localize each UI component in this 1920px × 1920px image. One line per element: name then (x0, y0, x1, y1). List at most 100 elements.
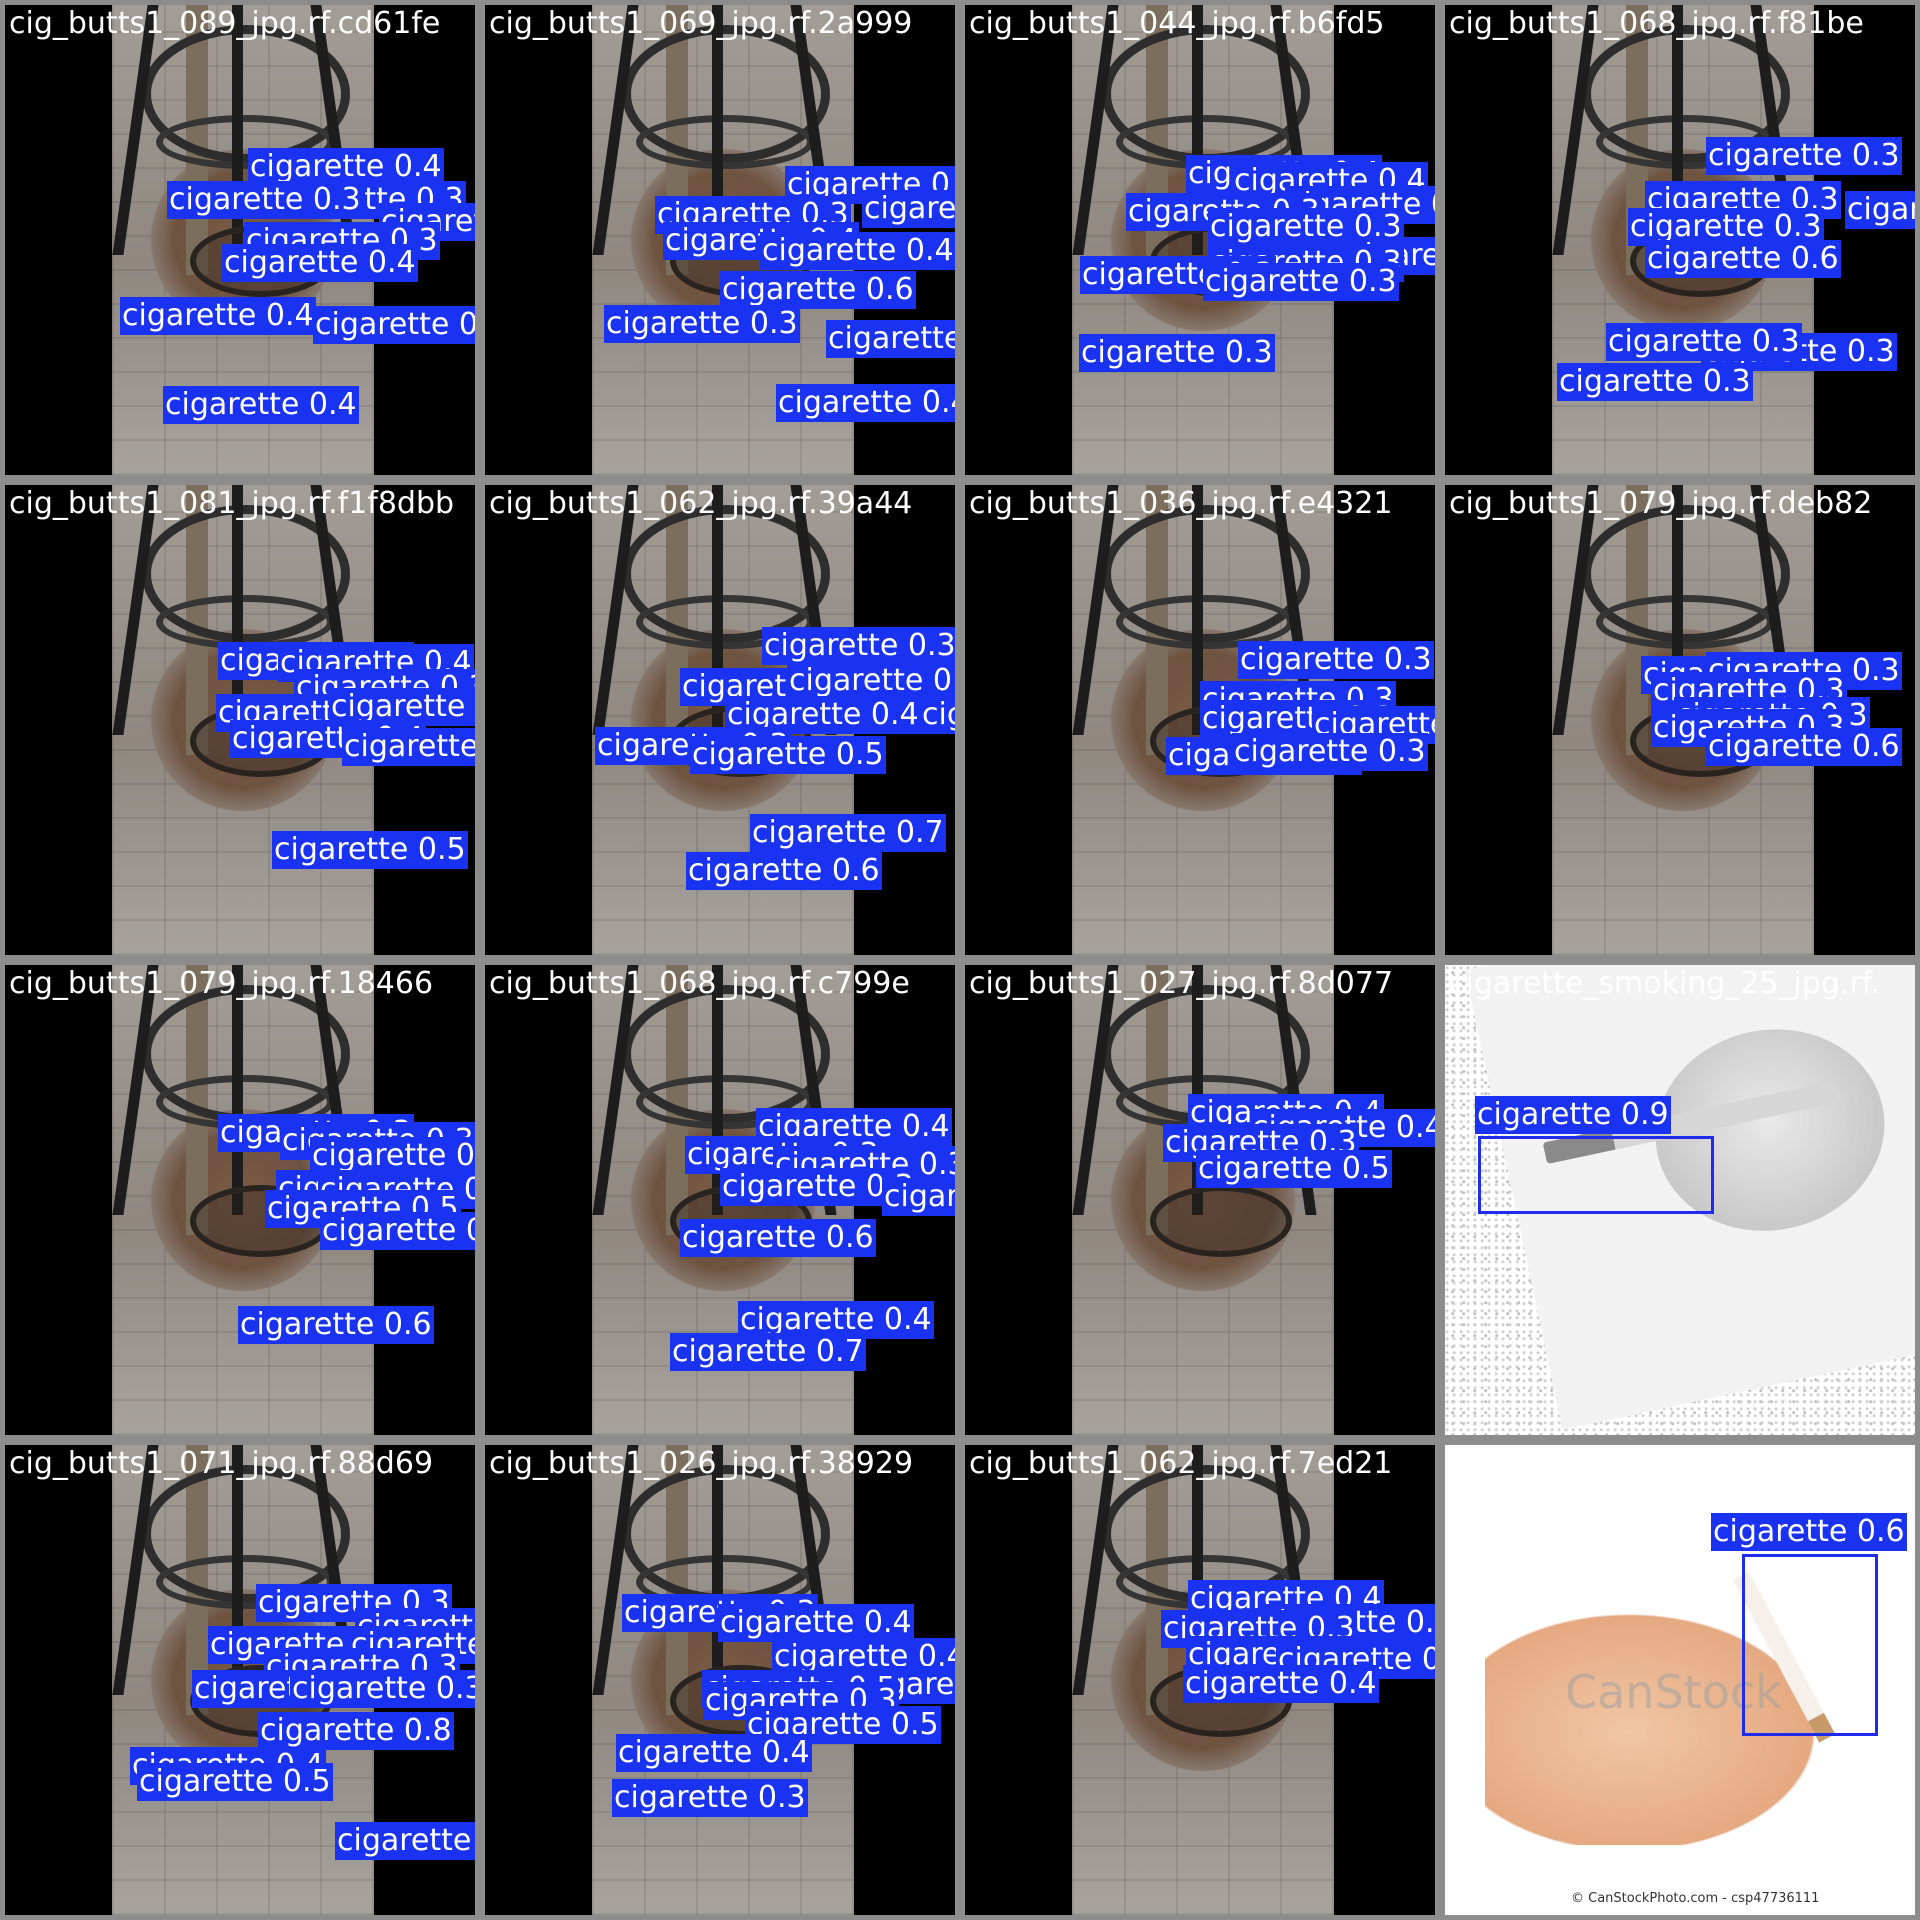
detection-label: cigarette 0.4 (738, 1301, 934, 1339)
image-tile: cig_butts1_089_jpg.rf.cd61fe cigarette 0.… (5, 5, 475, 475)
tree-guard-pole (1672, 485, 1683, 735)
detection-label: cigarette 0.3 (256, 1584, 452, 1622)
tree-guard-pole (1072, 965, 1119, 1215)
tree-guard-pole (1192, 485, 1203, 735)
detection-label: cigarette 0.3 (762, 627, 955, 665)
hand (1485, 1595, 1845, 1845)
hand-photo: CanStock © CanStockPhoto.com - csp4773611… (1445, 1445, 1915, 1915)
image-tile: cig_butts1_036_jpg.rf.e4321 cigarette 0.3… (965, 485, 1435, 955)
tree-guard-pole (712, 1445, 723, 1695)
image-tile: cig_butts1_044_jpg.rf.b6fd5 cigarette 0.4… (965, 5, 1435, 475)
drain-grate (1150, 1185, 1292, 1257)
tree-guard-pole (1192, 965, 1203, 1215)
detection-label: cigarette 0.9 (1475, 1096, 1671, 1134)
detection-label: cigarette 0.6 (686, 852, 882, 890)
detection-label: cigarette 0.7 (826, 320, 955, 358)
detection-label: cigarette 0.5 (1196, 1150, 1392, 1188)
detection-label: cigarette 0.3 (1203, 263, 1399, 301)
tree-guard-pole (592, 1445, 639, 1695)
detection-label: cigarette 0.6 (342, 728, 475, 766)
detection-label: cigarette 0.4 (718, 1604, 914, 1642)
detection-label: cigarette 0.3 (862, 190, 955, 228)
image-tile: cig_butts1_071_jpg.rf.88d69 cigarette 0.3… (5, 1445, 475, 1915)
detection-label: cigarette 0.8 (258, 1712, 454, 1750)
image-tile: cig_butts1_081_jpg.rf.f1f8dbb cigarette 0… (5, 485, 475, 955)
detection-label: cigarette 0.4 (329, 688, 475, 726)
image-tile: cig_butts1_062_jpg.rf.7ed21 cigarette 0.4… (965, 1445, 1435, 1915)
detection-label: cigarette 0.7 (320, 1212, 475, 1250)
tree-guard-lower-ring (1596, 595, 1774, 649)
detection-label: cigarette 0.3 (167, 181, 363, 219)
image-tile: cigarette_smoking_25_jpg.rf. cigarette 0.… (1445, 965, 1915, 1435)
tree-guard-pole (232, 965, 243, 1215)
photo-credit: © CanStockPhoto.com - csp47736111 (1571, 1891, 1820, 1906)
detection-label: cigarette 0.3 (604, 305, 800, 343)
detection-label: cigarette 0.3 (290, 1670, 475, 1708)
tree-guard-pole (1192, 1445, 1203, 1695)
detection-label: cigarette 0.4 (248, 148, 444, 186)
detection-label: cigarette 0.3 (1238, 641, 1434, 679)
tree-guard-lower-ring (636, 115, 814, 169)
image-tile: cig_butts1_027_jpg.rf.8d077cigarette 0.4… (965, 965, 1435, 1435)
tree-guard-lower-ring (156, 595, 334, 649)
image-tile: cig_butts1_068_jpg.rf.c799e cigarette 0.4… (485, 965, 955, 1435)
detection-label: cigarette 0.3 (612, 1779, 808, 1817)
image-tile: CanStock © CanStockPhoto.com - csp4773611… (1445, 1445, 1915, 1915)
tree-guard-pole (1192, 5, 1203, 255)
detection-label: cigarette 0.5 (745, 1706, 941, 1744)
tree-guard-pole (112, 5, 159, 255)
detection-label: cigarette 0.4 (616, 1734, 812, 1772)
tree-guard-pole (592, 965, 639, 1215)
detection-label: cigarette 0.6 (720, 271, 916, 309)
detection-label: cigarette 0.3 (313, 306, 475, 344)
detection-label: cigarette 0.4 (222, 244, 418, 282)
detection-label: cigarette 0.3 (1845, 191, 1915, 229)
detection-label: cigarette 0.4 (1183, 1665, 1379, 1703)
tree-guard-pole (232, 5, 243, 255)
detection-label: cigarette 0.5 (882, 1178, 955, 1216)
tree-guard-pole (1072, 485, 1119, 735)
detection-label: cigarette 0.5 (335, 1822, 475, 1860)
detection-label: cigarette 0.3 (1606, 323, 1802, 361)
detection-label: cigarette 0.3 (1628, 208, 1824, 246)
detection-label: cigarette 0.6 (920, 696, 955, 734)
tree-guard-pole (1672, 5, 1683, 255)
detection-label: cigarette 0.7 (750, 814, 946, 852)
detection-label: cigarette 0.3 (1557, 363, 1753, 401)
tree-guard-pole (1072, 1445, 1119, 1695)
detection-label: cigarette 0.3 (1208, 208, 1404, 246)
tree-guard-pole (232, 1445, 243, 1695)
detection-label: cigarette 0.4 (163, 386, 359, 424)
tree-guard-pole (232, 485, 243, 735)
image-tile: cig_butts1_062_jpg.rf.39a44 cigarette 0.3… (485, 485, 955, 955)
detection-label: cigarette 0.4 (760, 232, 955, 270)
tree-guard-pole (592, 485, 639, 735)
detection-box (1742, 1554, 1878, 1736)
detection-box (1478, 1136, 1714, 1214)
image-tile: cig_butts1_068_jpg.rf.f81be cigarette 0.3… (1445, 5, 1915, 475)
detection-label: cigarette 0.6 (680, 1219, 876, 1257)
detection-label: cigarette 0.6 (1645, 240, 1841, 278)
tree-guard-pole (1072, 5, 1119, 255)
watermark: CanStock (1565, 1665, 1782, 1719)
detection-label: cigarette 0.6 (1711, 1513, 1907, 1551)
detection-label: cigarette 0.6 (1706, 728, 1902, 766)
tree-guard-pole (712, 485, 723, 735)
tree-guard-pole (1552, 485, 1599, 735)
detection-label: cigarette 0.7 (670, 1333, 866, 1371)
detection-label: cigarette 0.3 (1232, 733, 1428, 771)
detection-label: cigarette 0.6 (238, 1306, 434, 1344)
tree-guard-pole (112, 1445, 159, 1695)
image-tile: cig_butts1_079_jpg.rf.deb82 cigarette 0.3… (1445, 485, 1915, 955)
tree-guard-pole (112, 485, 159, 735)
tree-guard-pole (1552, 5, 1599, 255)
detection-label: cigarette 0.3 (787, 662, 955, 700)
tree-guard-pole (112, 965, 159, 1215)
detection-label: cigarette 0.3 (1706, 137, 1902, 175)
tree-guard-pole (712, 965, 723, 1215)
detection-label: cigarette 0.3 (1079, 334, 1275, 372)
